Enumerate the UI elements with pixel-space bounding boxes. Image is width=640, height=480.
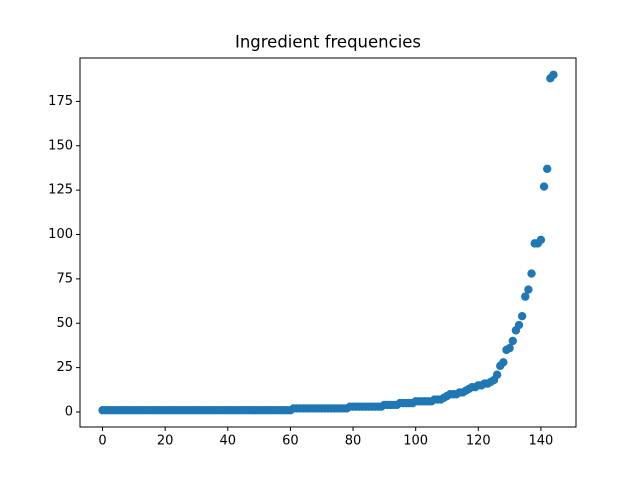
point <box>549 70 558 79</box>
point <box>492 370 502 379</box>
y-tick-label: 150 <box>48 138 73 153</box>
x-tick-label: 20 <box>157 434 174 449</box>
x-tick-label: 120 <box>466 434 491 449</box>
y-tick-label: 175 <box>48 94 73 109</box>
point <box>517 311 527 321</box>
x-tick-label: 100 <box>403 434 428 449</box>
point <box>508 336 517 346</box>
y-tick-label: 100 <box>48 227 73 242</box>
point <box>536 235 546 245</box>
y-tick-label: 50 <box>56 316 73 331</box>
point <box>499 358 508 367</box>
axes-frame <box>79 57 577 428</box>
x-tick-label: 40 <box>220 434 237 449</box>
chart-title: Ingredient frequencies <box>235 33 421 52</box>
y-tick-label: 0 <box>65 405 73 420</box>
point <box>527 269 536 278</box>
point <box>524 285 533 294</box>
point <box>514 320 524 330</box>
y-tick-label: 125 <box>48 183 73 198</box>
x-tick-label: 80 <box>345 434 362 449</box>
point <box>539 182 549 191</box>
point <box>542 164 552 174</box>
point <box>521 292 530 301</box>
x-tick-label: 0 <box>98 434 106 449</box>
y-tick-label: 25 <box>56 360 73 375</box>
point <box>505 343 514 353</box>
x-tick-label: 60 <box>282 434 299 449</box>
y-tick-label: 75 <box>56 271 73 286</box>
x-tick-label: 140 <box>529 434 554 449</box>
